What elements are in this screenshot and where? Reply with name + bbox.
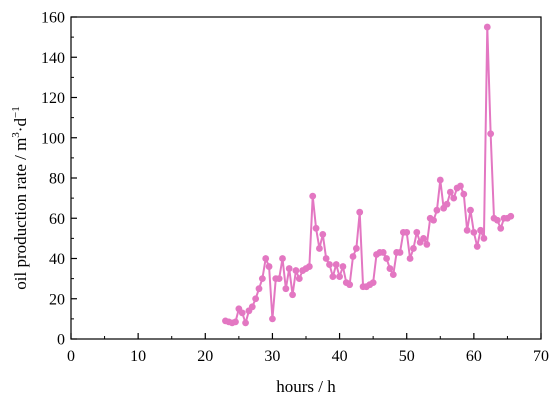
y-tick-label: 40 [49, 251, 65, 268]
data-point [457, 182, 464, 190]
data-point [487, 130, 495, 138]
x-tick-label: 50 [399, 348, 415, 365]
data-point [467, 206, 474, 214]
data-point [386, 265, 394, 272]
data-point [326, 261, 333, 268]
y-axis-title: oil production rate / m3·d−1 [10, 106, 30, 289]
data-point [269, 315, 276, 323]
x-tick-label: 60 [466, 348, 482, 365]
data-point [255, 285, 263, 293]
data-point [339, 263, 347, 270]
data-point [252, 295, 260, 303]
data-point [410, 245, 417, 252]
data-point [507, 212, 515, 220]
data-point [470, 228, 478, 236]
data-point [242, 319, 249, 327]
axes: 0 10 20 30 40 50 60 70 0 20 40 60 80 100 120 140 160 [41, 10, 549, 366]
y-tick-label: 60 [49, 211, 65, 228]
data-point [292, 267, 300, 274]
data-point [329, 273, 337, 281]
data-point [295, 275, 303, 283]
data-point [289, 291, 296, 299]
data-point [322, 255, 330, 262]
data-point [480, 234, 488, 242]
y-title-sup-3: 3 [10, 132, 22, 138]
data-point [312, 224, 320, 232]
data-point [446, 188, 454, 196]
y-tick-label: 100 [41, 130, 65, 147]
data-point [238, 309, 246, 317]
data-point [460, 190, 468, 198]
data-point [309, 192, 317, 200]
data-point [285, 265, 293, 272]
data-point [248, 303, 256, 311]
data-point [406, 255, 414, 262]
data-point [413, 228, 421, 236]
data-point [346, 281, 354, 289]
y-tick-label: 160 [41, 10, 65, 27]
data-point [316, 245, 323, 252]
y-tick-label: 20 [49, 291, 65, 308]
data-point [262, 255, 270, 262]
y-title-main: oil production rate / m [11, 138, 30, 290]
data-point [433, 206, 441, 214]
data-point [497, 224, 505, 232]
data-point [332, 261, 340, 268]
data-point [493, 216, 501, 224]
x-tick-label: 20 [197, 348, 213, 365]
data-point [383, 255, 390, 262]
data-point [279, 255, 286, 262]
data-point [275, 275, 283, 283]
data-point [477, 226, 484, 234]
data-point [403, 228, 411, 236]
data-point [232, 318, 239, 326]
data-point [450, 194, 458, 202]
data-point [423, 241, 431, 248]
plot-frame [70, 16, 542, 340]
x-tick-label: 0 [67, 348, 75, 365]
data-point [443, 200, 451, 208]
data-point [483, 23, 491, 31]
data-point [379, 249, 387, 256]
data-point [319, 230, 327, 238]
data-point [356, 208, 364, 216]
y-tick-label: 140 [41, 50, 65, 67]
series-line [225, 27, 512, 327]
x-tick-label: 40 [332, 348, 348, 365]
x-tick-label: 70 [533, 348, 549, 365]
data-point [282, 285, 290, 293]
data-point [305, 263, 313, 270]
data-point [430, 216, 437, 224]
x-tick-label: 30 [264, 348, 280, 365]
x-tick-label: 10 [130, 348, 146, 365]
data-point [473, 243, 481, 250]
plot-area [222, 23, 515, 327]
data-point [420, 234, 427, 242]
data-point [389, 271, 397, 278]
data-point [396, 249, 404, 256]
data-point [369, 279, 377, 287]
y-tick-label: 80 [49, 171, 65, 188]
y-title-sup-minus-1: −1 [10, 106, 22, 118]
y-tick-label: 120 [41, 90, 65, 107]
y-tick-label: 0 [57, 332, 65, 349]
data-point [336, 273, 343, 281]
y-title-mid: ·d [11, 118, 30, 133]
data-point [352, 245, 360, 252]
x-axis-title: hours / h [276, 377, 336, 396]
data-point [258, 275, 266, 283]
data-point [349, 253, 357, 260]
data-point [463, 226, 471, 234]
data-point [436, 176, 444, 184]
data-point [265, 263, 273, 270]
